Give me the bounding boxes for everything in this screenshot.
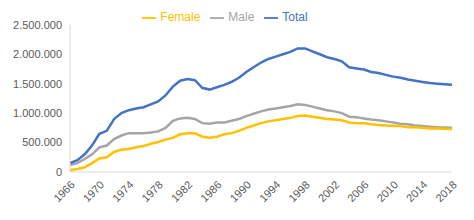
svg-text:1974: 1974 xyxy=(110,178,136,204)
svg-text:1982: 1982 xyxy=(169,178,195,204)
svg-text:1978: 1978 xyxy=(139,178,165,204)
svg-text:1970: 1970 xyxy=(81,178,107,204)
svg-text:1.000.000: 1.000.000 xyxy=(13,107,62,119)
svg-text:1966: 1966 xyxy=(51,178,77,204)
svg-text:2010: 2010 xyxy=(374,178,400,204)
svg-text:0: 0 xyxy=(56,166,62,178)
html-text:Male: Male xyxy=(228,10,255,24)
svg-text:2.500.000: 2.500.000 xyxy=(13,19,62,31)
svg-text:1990: 1990 xyxy=(227,178,253,204)
svg-text:1994: 1994 xyxy=(257,178,283,204)
svg-text:1.500.000: 1.500.000 xyxy=(13,78,62,90)
html-text:Total: Total xyxy=(282,10,308,24)
svg-text:500.000: 500.000 xyxy=(22,136,62,148)
svg-text:1998: 1998 xyxy=(286,178,312,204)
html-text:Female: Female xyxy=(160,10,201,24)
svg-text:2014: 2014 xyxy=(404,178,430,204)
svg-text:2.000.000: 2.000.000 xyxy=(13,48,62,60)
svg-text:2006: 2006 xyxy=(345,178,371,204)
svg-text:2018: 2018 xyxy=(433,178,459,204)
svg-text:2002: 2002 xyxy=(316,178,342,204)
svg-text:1986: 1986 xyxy=(198,178,224,204)
